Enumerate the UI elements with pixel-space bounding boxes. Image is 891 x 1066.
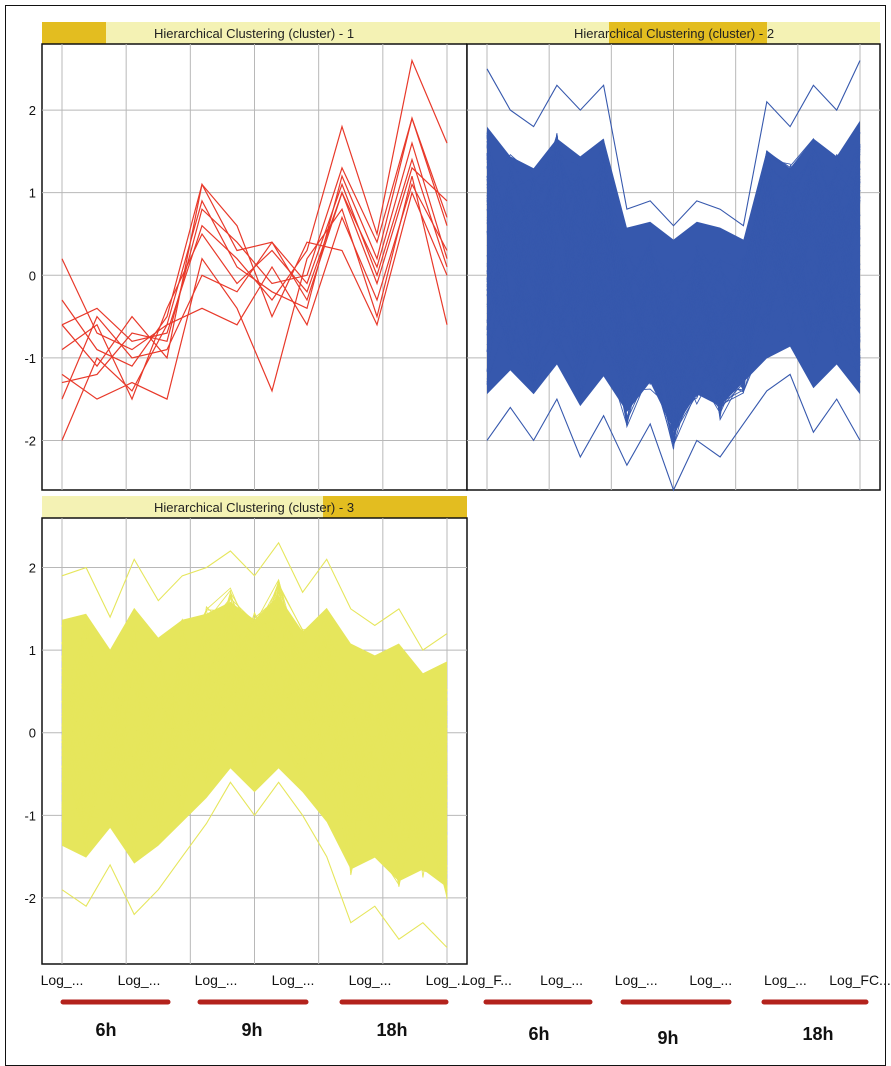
y-tick-label: 2 [29,103,36,118]
panel-2-series [486,60,861,492]
y-tick-label: 0 [29,268,36,283]
y-tick-label: -2 [24,891,36,906]
x-category-label: Log_... [540,972,583,988]
x-category-label: Log_... [118,972,161,988]
series-line [61,166,448,367]
x-category-label: Log_... [41,972,84,988]
series-line [61,633,448,850]
x-category-labels: Log_... Log_... Log_... Log_... Log_... Log_.… [41,972,891,988]
series-line [486,152,861,397]
panel-cluster-1: Hierarchical Clustering (cluster) - 1 -2… [24,22,468,491]
series-line [486,151,861,398]
series-line [486,167,861,397]
series-line [486,167,861,395]
series-line [486,180,861,425]
panel-1-title-highlight [42,22,106,44]
series-line [486,145,861,436]
series-line [486,146,861,432]
panel-1-title-bar [42,22,467,44]
x-category-label: Log_... [272,972,315,988]
series-line [486,159,861,380]
time-label: 18h [802,1024,833,1044]
series-line [486,154,861,399]
x-category-label: Log_FC... [829,972,890,988]
series-line [486,155,861,394]
series-line [61,600,448,837]
panel-2-title: Hierarchical Clustering (cluster) - 2 [574,26,774,41]
series-line [486,177,861,448]
series-line [61,608,448,872]
series-line [486,373,861,492]
x-category-label: Log_... [764,972,807,988]
y-tick-label: -1 [24,351,36,366]
series-line [61,644,448,851]
series-line [486,152,861,426]
series-line [61,595,448,832]
y-tick-label: 1 [29,186,36,201]
series-line [61,595,448,825]
series-line [61,606,448,863]
series-line [486,177,861,384]
series-line [61,621,448,845]
x-category-label: Log_... [426,972,469,988]
time-label: 9h [241,1020,262,1040]
series-line [61,683,448,864]
panel-cluster-2: Hierarchical Clustering (cluster) - 2 [466,22,881,492]
panel-1-title: Hierarchical Clustering (cluster) - 1 [154,26,354,41]
time-label: 6h [95,1020,116,1040]
panel-1-y-ticks: -2 -1 0 1 2 [24,103,36,448]
series-line [61,612,448,825]
series-line [61,781,448,948]
series-line [486,150,861,441]
series-line [486,151,861,386]
panel-3-title: Hierarchical Clustering (cluster) - 3 [154,500,354,515]
time-label: 6h [528,1024,549,1044]
x-category-label: Log_F... [462,972,512,988]
series-line [61,606,448,847]
x-category-label: Log_... [349,972,392,988]
series-line [486,153,861,408]
panel-3-series [61,541,448,948]
series-line [61,619,448,890]
series-line [486,154,861,427]
time-label: 9h [657,1028,678,1048]
series-line [61,593,448,889]
series-line [61,636,448,823]
series-line [61,58,448,342]
time-labels: 6h 9h 18h 6h 9h 18h [95,1020,833,1048]
y-tick-label: 1 [29,643,36,658]
y-tick-label: -1 [24,808,36,823]
time-label: 18h [376,1020,407,1040]
x-category-label: Log_... [195,972,238,988]
series-line [61,625,448,860]
y-tick-label: 0 [29,726,36,741]
series-line [61,116,448,384]
y-tick-label: -2 [24,433,36,448]
panel-3-title-highlight [323,496,467,518]
panel-1-series [61,58,448,441]
series-line [61,610,448,865]
x-category-label: Log_... [689,972,732,988]
y-tick-label: 2 [29,561,36,576]
panel-2-title-highlight [609,22,767,44]
series-line [61,183,448,368]
series-line [486,133,861,381]
series-line [61,622,448,806]
series-line [61,636,448,844]
series-line [61,625,448,889]
series-line [61,625,448,831]
series-line [61,140,448,401]
panel-3-y-ticks: -2 -1 0 1 2 [24,561,36,906]
series-line [61,603,448,832]
panel-cluster-3: Hierarchical Clustering (cluster) - 3 -2… [24,496,468,965]
series-line [61,541,448,651]
series-line [61,634,448,828]
x-category-label: Log_... [615,972,658,988]
series-line [486,154,861,392]
series-line [486,60,861,227]
